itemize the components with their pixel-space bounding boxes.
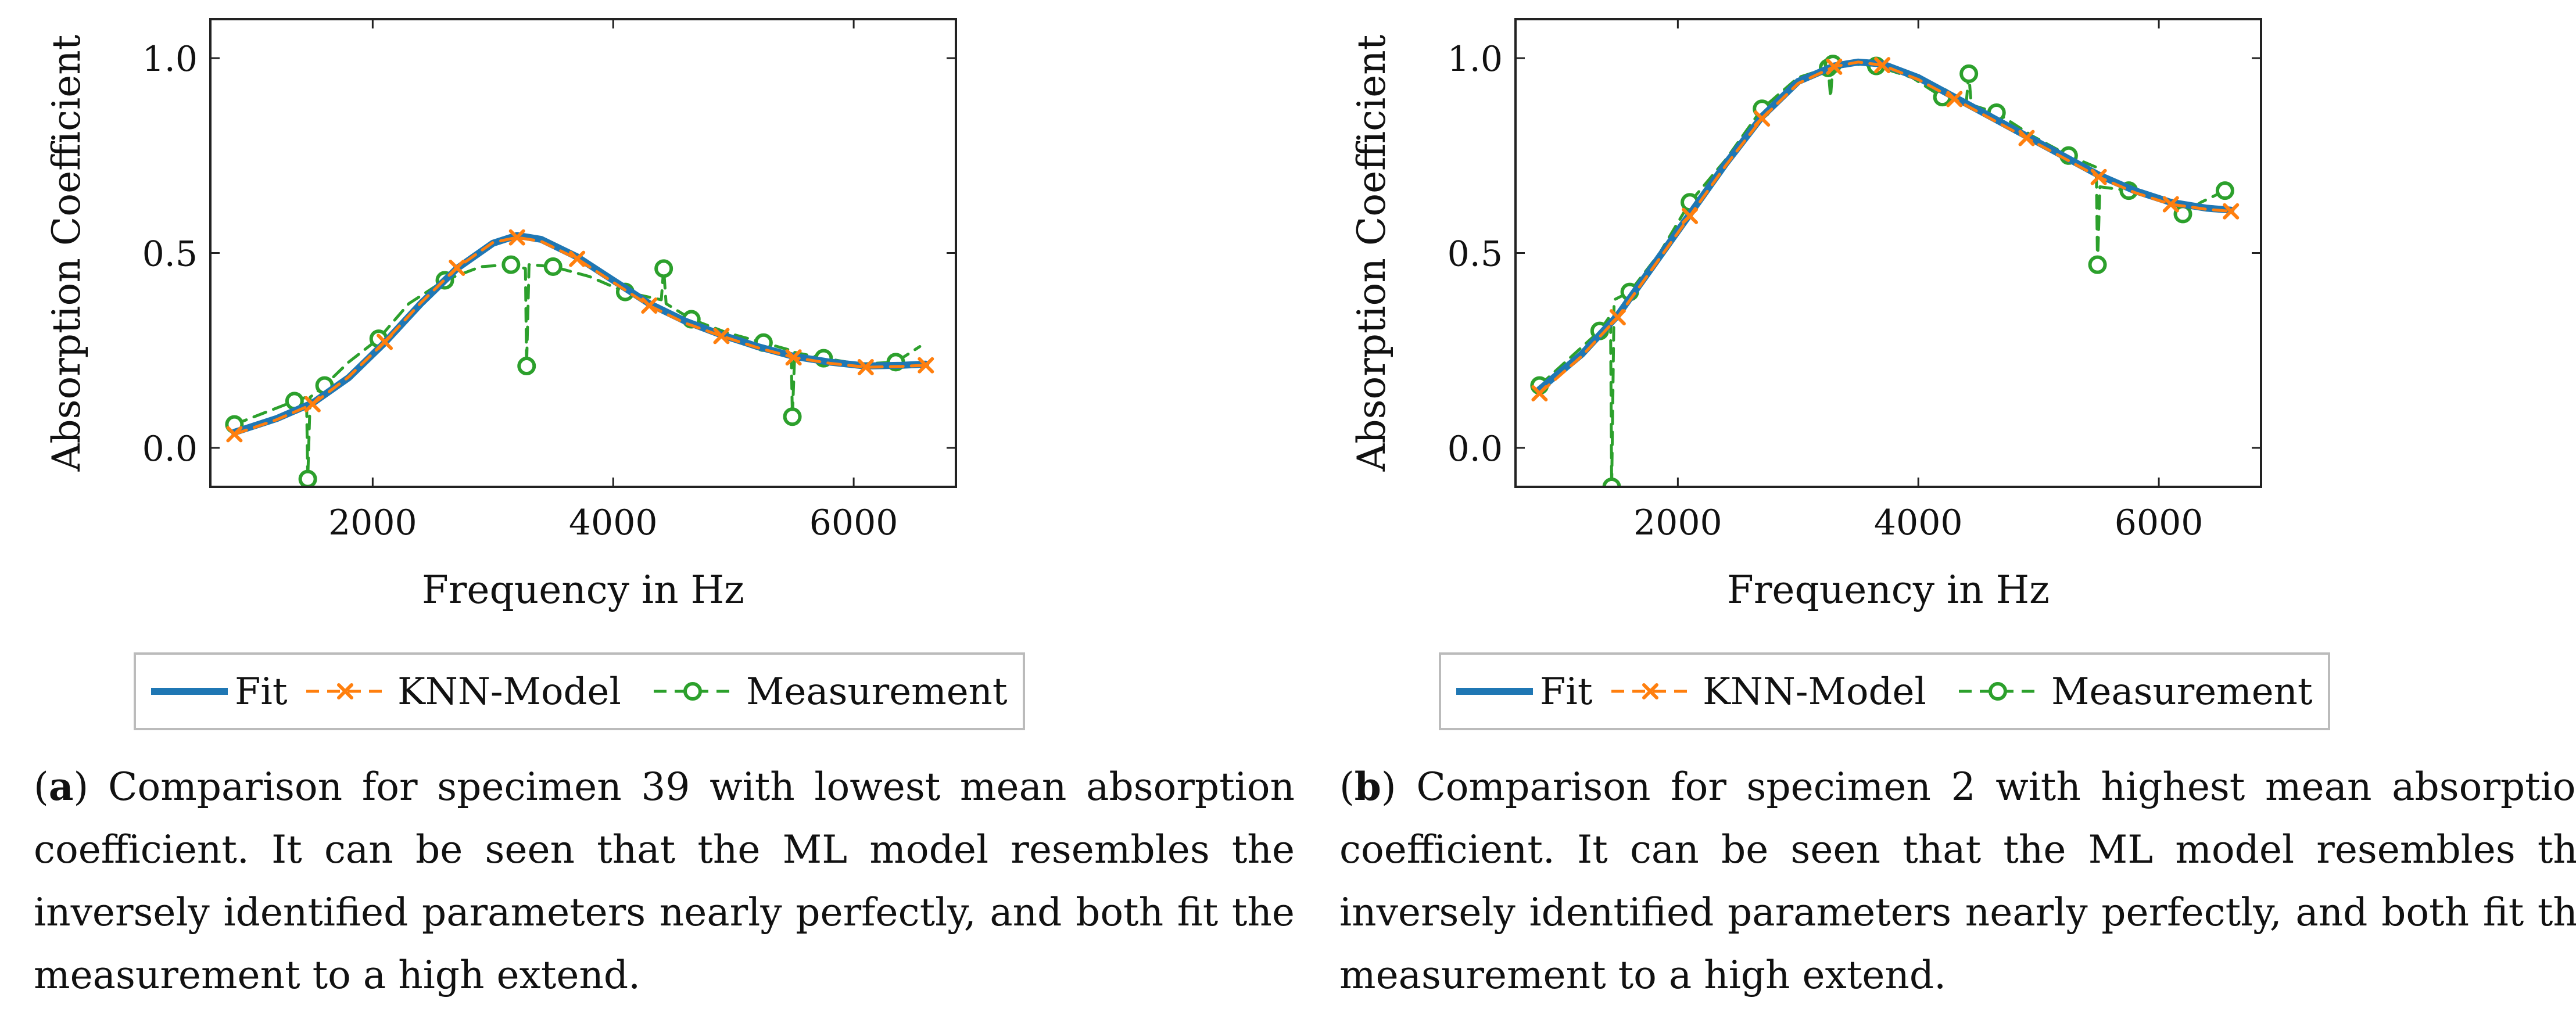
y-tick-label: 0.0 [1448, 429, 1503, 469]
caption-b: (b) Comparison for specimen 2 with highe… [1339, 755, 2576, 1007]
measurement-point [543, 257, 563, 276]
knn-point [2223, 203, 2240, 220]
caption-a-label: a [48, 764, 74, 809]
knn-point [1754, 110, 1771, 127]
knn-point [2162, 196, 2179, 213]
knn-point [641, 297, 658, 314]
y-tick-label: 0.5 [142, 234, 198, 275]
knn-point [918, 357, 934, 374]
measurement-point [1959, 64, 1979, 83]
y-tick-label: 0.5 [1448, 234, 1503, 275]
knn-point [785, 349, 802, 366]
knn-point [1946, 91, 1963, 107]
measurement-point [298, 469, 317, 487]
legend-b: Fit KNN-Model Measurement [1439, 652, 2330, 730]
knn-point [1609, 309, 1626, 326]
caption-b-text: Comparison for specimen 2 with highest m… [1339, 765, 2576, 997]
y-tick-label: 1.0 [1448, 39, 1503, 80]
legend-measurement-label: Measurement [746, 670, 1008, 713]
knn-point [449, 259, 465, 276]
chart-a: 2000 4000 6000 0.0 0.5 1.0 Frequency in Hz Abso… [44, 18, 1025, 730]
measurement-point [654, 259, 673, 278]
knn-point [1874, 57, 1891, 74]
measurement-point [517, 357, 536, 376]
y-tick-label: 0.0 [142, 429, 198, 469]
x-tick-label: 6000 [2115, 503, 2204, 543]
series-line-knn-model [1538, 60, 2233, 395]
x-tick-label: 4000 [1874, 503, 1963, 543]
series-line-knn-model [232, 236, 927, 436]
knn-point [569, 250, 586, 267]
legend-knn-label: KNN-Model [1703, 670, 1926, 713]
knn-point [1682, 207, 1699, 224]
legend-fit-label: Fit [1540, 670, 1593, 713]
legend-measurement-marker [683, 682, 702, 701]
legend-measurement-label: Measurement [2051, 670, 2313, 713]
legend-measurement-marker [1989, 682, 2007, 701]
legend-a: Fit KNN-Model Measurement [134, 652, 1025, 730]
x-axis-label: Frequency in Hz [422, 568, 744, 612]
y-axis-label: Absorption Coefficient [44, 35, 89, 472]
knn-point [1531, 385, 1548, 401]
x-tick-label: 6000 [809, 503, 898, 543]
plot-area-a [225, 229, 934, 487]
series-line-measurement [232, 263, 922, 481]
knn-point [2090, 168, 2107, 185]
legend-box [1439, 652, 2330, 730]
caption-b-label: b [1354, 764, 1381, 809]
x-axis-label: Frequency in Hz [1727, 568, 2050, 612]
knn-point [508, 229, 525, 246]
knn-point [713, 328, 730, 344]
series-line-fit [231, 232, 930, 436]
y-tick-label: 1.0 [142, 39, 198, 80]
caption-a: (a) Comparison for specimen 39 with lowe… [34, 764, 1295, 997]
chart-b: 2000 4000 6000 0.0 0.5 1.0 Frequency in Hz Abso… [1349, 18, 2330, 730]
y-axis-label: Absorption Coefficient [1349, 35, 1394, 472]
legend-knn-marker [337, 683, 353, 699]
knn-point [857, 359, 874, 376]
knn-point [1826, 58, 1843, 75]
plot-area-b [1530, 55, 2240, 487]
measurement-point [501, 255, 521, 274]
legend-knn-marker [1642, 683, 1658, 699]
knn-point [377, 333, 393, 350]
plot-frame-b [1514, 18, 2262, 488]
x-tick-label: 2000 [328, 503, 417, 543]
legend-knn-label: KNN-Model [397, 670, 621, 713]
series-line-fit [1536, 58, 2235, 393]
plot-frame-a [209, 18, 957, 488]
measurement-point [2088, 255, 2107, 274]
knn-point [2018, 130, 2035, 146]
x-tick-label: 4000 [569, 503, 658, 543]
measurement-point [2215, 181, 2234, 200]
knn-point [304, 396, 321, 412]
caption-a-text: Comparison for specimen 39 with lowest m… [34, 765, 1295, 997]
measurement-point [783, 407, 802, 426]
knn-point [226, 426, 243, 443]
legend-box [134, 652, 1025, 730]
measurement-point [1602, 478, 1621, 487]
x-tick-label: 2000 [1633, 503, 1722, 543]
legend-fit-label: Fit [235, 670, 288, 713]
